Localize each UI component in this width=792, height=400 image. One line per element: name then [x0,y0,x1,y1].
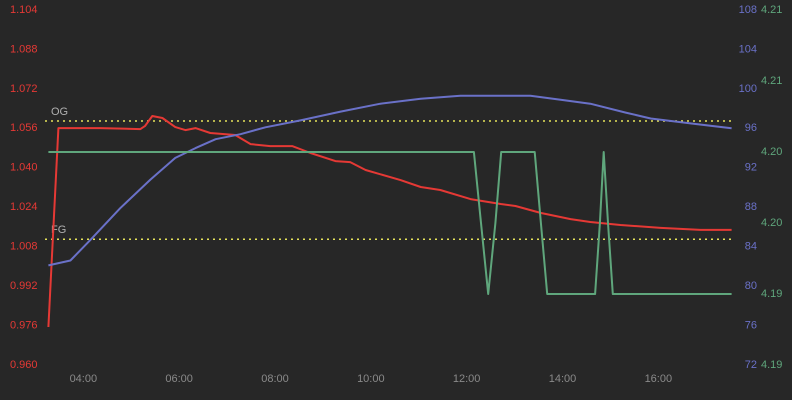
right-tick-label: 80 [745,280,757,292]
series-line [48,151,732,295]
x-tick-label: 12:00 [453,373,481,385]
far-right-tick-label: 4.19 [761,288,782,300]
far-right-tick-label: 4.19 [761,359,782,371]
right-tick-label: 88 [745,201,757,213]
left-tick-label: 1.056 [10,122,38,134]
left-tick-label: 1.088 [10,43,38,55]
right-tick-label: 72 [745,359,757,371]
right-tick-label: 100 [739,83,757,95]
far-right-tick-label: 4.21 [761,4,782,16]
left-tick-label: 0.960 [10,359,38,371]
x-tick-label: 04:00 [70,373,98,385]
series-line [48,94,732,267]
right-tick-label: 96 [745,122,757,134]
reference-label: FG [51,224,66,236]
far-right-tick-label: 4.20 [761,217,782,229]
right-tick-label: 84 [745,241,757,253]
left-tick-label: 1.072 [10,83,38,95]
left-tick-label: 0.976 [10,319,38,331]
left-tick-label: 0.992 [10,280,38,292]
right-tick-label: 108 [739,4,757,16]
x-tick-label: 10:00 [357,373,385,385]
x-tick-label: 06:00 [165,373,193,385]
right-tick-label: 104 [739,43,757,55]
left-tick-label: 1.008 [10,241,38,253]
far-right-tick-label: 4.20 [761,146,782,158]
x-tick-label: 08:00 [261,373,289,385]
far-right-tick-label: 4.21 [761,75,782,87]
series-line [47,115,732,328]
left-tick-label: 1.024 [10,201,38,213]
right-tick-label: 92 [745,162,757,174]
x-tick-label: 14:00 [549,373,577,385]
left-tick-label: 1.104 [10,4,38,16]
reference-label: OG [51,106,68,118]
right-tick-label: 76 [745,319,757,331]
left-tick-label: 1.040 [10,162,38,174]
x-tick-label: 16:00 [645,373,673,385]
